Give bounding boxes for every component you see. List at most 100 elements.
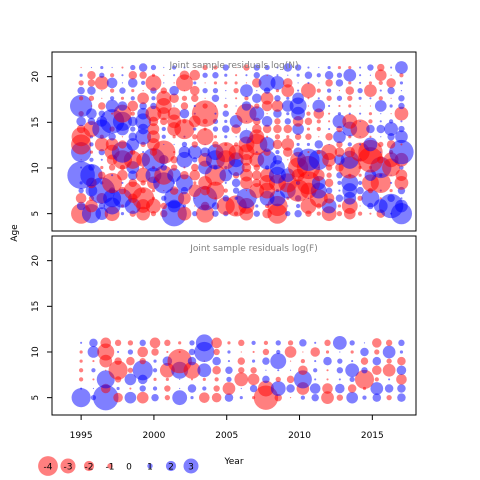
residual-bubble — [223, 103, 228, 109]
residual-bubble — [235, 105, 237, 107]
residual-bubble — [314, 140, 324, 149]
residual-bubble — [305, 133, 312, 140]
residual-bubble — [388, 378, 391, 381]
residual-bubble — [87, 86, 96, 95]
residual-bubble — [173, 82, 175, 84]
residual-bubble — [88, 95, 95, 101]
residual-bubble — [260, 91, 274, 105]
residual-bubble — [289, 360, 292, 362]
residual-bubble — [202, 386, 207, 391]
residual-bubble — [264, 64, 270, 71]
residual-bubble — [357, 195, 363, 201]
legend: -4 -3 -2 -1 0 1 2 3 — [38, 456, 199, 476]
residual-bubble — [190, 378, 194, 381]
residual-bubble — [289, 369, 292, 371]
residual-bubble — [224, 81, 228, 85]
y-axis: 5 10 15 20 — [31, 71, 52, 217]
residual-bubble — [238, 367, 245, 374]
residual-bubble — [226, 376, 232, 383]
y-axis-label: Age — [10, 224, 20, 242]
legend-bubble — [107, 463, 113, 469]
residual-bubble — [306, 142, 311, 147]
residual-bubble — [323, 192, 335, 204]
residual-bubble — [328, 112, 331, 115]
residual-bubble — [335, 79, 344, 87]
residual-bubble — [101, 90, 103, 92]
residual-bubble — [304, 117, 313, 126]
residual-bubble — [225, 90, 227, 92]
residual-bubble — [147, 123, 160, 135]
residual-bubble — [276, 74, 279, 77]
residual-bubble — [211, 392, 222, 403]
residual-bubble — [400, 143, 403, 146]
residual-bubble — [127, 349, 134, 355]
residual-bubble — [244, 96, 249, 101]
residual-bubble — [316, 88, 321, 93]
residual-bubble — [212, 210, 219, 217]
residual-bubble — [189, 340, 195, 346]
residual-bubble — [150, 64, 157, 71]
residual-bubble — [234, 372, 249, 387]
residual-bubble — [273, 109, 282, 118]
residual-bubble — [172, 65, 177, 70]
residual-bubble — [261, 116, 273, 127]
residual-bubble — [276, 66, 279, 69]
residual-bubble — [311, 393, 319, 402]
residual-bubble — [89, 338, 98, 348]
residual-bubble — [270, 353, 287, 370]
residual-bubble — [388, 119, 394, 124]
residual-bubble — [326, 88, 332, 93]
residual-bubble — [225, 366, 233, 374]
residual-bubble — [382, 363, 396, 377]
residual-bubble — [275, 89, 280, 93]
residual-bubble — [139, 357, 146, 365]
residual-bubble — [253, 72, 260, 79]
residual-bubble — [286, 112, 290, 116]
residual-bubble — [395, 199, 408, 213]
residual-bubble — [227, 360, 231, 363]
residual-bubble — [336, 72, 343, 78]
residual-bubble — [252, 178, 262, 188]
residual-bubble — [102, 172, 123, 193]
residual-bubble — [296, 142, 300, 147]
residual-bubble — [274, 95, 281, 102]
legend-label: 2 — [168, 463, 174, 473]
residual-bubble — [306, 111, 311, 116]
residual-bubble — [328, 120, 331, 123]
residual-bubble — [335, 194, 344, 202]
residual-bubble — [252, 350, 255, 354]
residual-bubble — [193, 181, 197, 185]
residual-bubble — [336, 211, 343, 217]
residual-bubble — [292, 92, 304, 105]
residual-bubble — [142, 90, 144, 92]
residual-bubble — [354, 369, 375, 389]
legend-bubble — [165, 460, 177, 472]
residual-bubble — [94, 137, 109, 152]
residual-bubble — [139, 102, 147, 110]
residual-bubble — [121, 82, 124, 84]
residual-bubble — [348, 81, 352, 85]
legend-bubble — [60, 458, 76, 474]
residual-bubble — [253, 64, 260, 71]
residual-bubble — [336, 95, 343, 101]
residual-bubble — [297, 82, 299, 84]
residual-bubble — [173, 181, 176, 184]
residual-bubble — [222, 125, 230, 133]
residual-bubble — [71, 388, 91, 408]
residual-bubble — [194, 205, 196, 207]
residual-bubble — [235, 136, 237, 138]
residual-bubble — [163, 66, 165, 69]
residual-bubble — [177, 206, 192, 221]
residual-bubble — [307, 81, 310, 84]
residual-bubble — [179, 70, 190, 80]
residual-bubble — [132, 360, 153, 381]
residual-bubble — [92, 378, 95, 381]
residual-bubble — [79, 368, 84, 373]
residual-bubble — [93, 384, 119, 411]
residual-bubble — [139, 339, 146, 347]
residual-bubble — [262, 348, 270, 356]
residual-bubble — [287, 159, 289, 161]
residual-bubble — [190, 396, 194, 400]
residual-bubble — [128, 178, 138, 188]
residual-bubble — [364, 84, 377, 97]
